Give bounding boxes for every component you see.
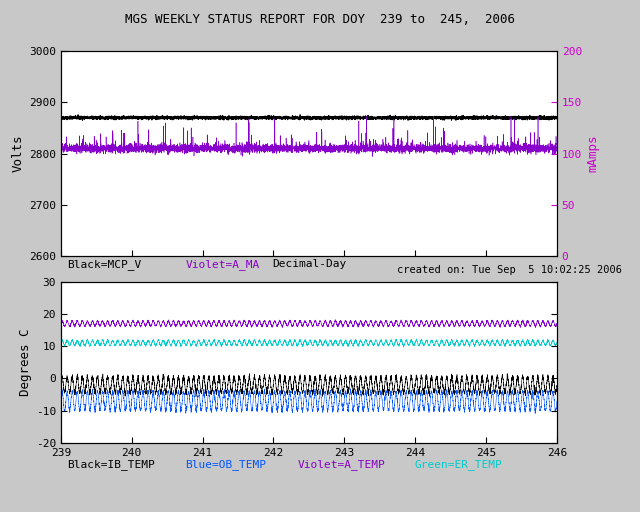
Text: Black=MCP_V: Black=MCP_V [67, 259, 141, 270]
Text: Green=ER_TEMP: Green=ER_TEMP [414, 459, 502, 470]
Y-axis label: Degrees C: Degrees C [19, 329, 31, 396]
Text: Violet=A_TEMP: Violet=A_TEMP [298, 459, 385, 470]
Text: Black=IB_TEMP: Black=IB_TEMP [67, 459, 155, 470]
Text: created on: Tue Sep  5 10:02:25 2006: created on: Tue Sep 5 10:02:25 2006 [397, 265, 622, 275]
Text: Blue=OB_TEMP: Blue=OB_TEMP [186, 459, 267, 470]
Text: MGS WEEKLY STATUS REPORT FOR DOY  239 to  245,  2006: MGS WEEKLY STATUS REPORT FOR DOY 239 to … [125, 13, 515, 26]
Text: Decimal-Day: Decimal-Day [272, 259, 346, 269]
Y-axis label: Volts: Volts [12, 135, 25, 173]
Y-axis label: mAmps: mAmps [586, 135, 599, 173]
Text: Violet=A_MA: Violet=A_MA [186, 259, 260, 270]
